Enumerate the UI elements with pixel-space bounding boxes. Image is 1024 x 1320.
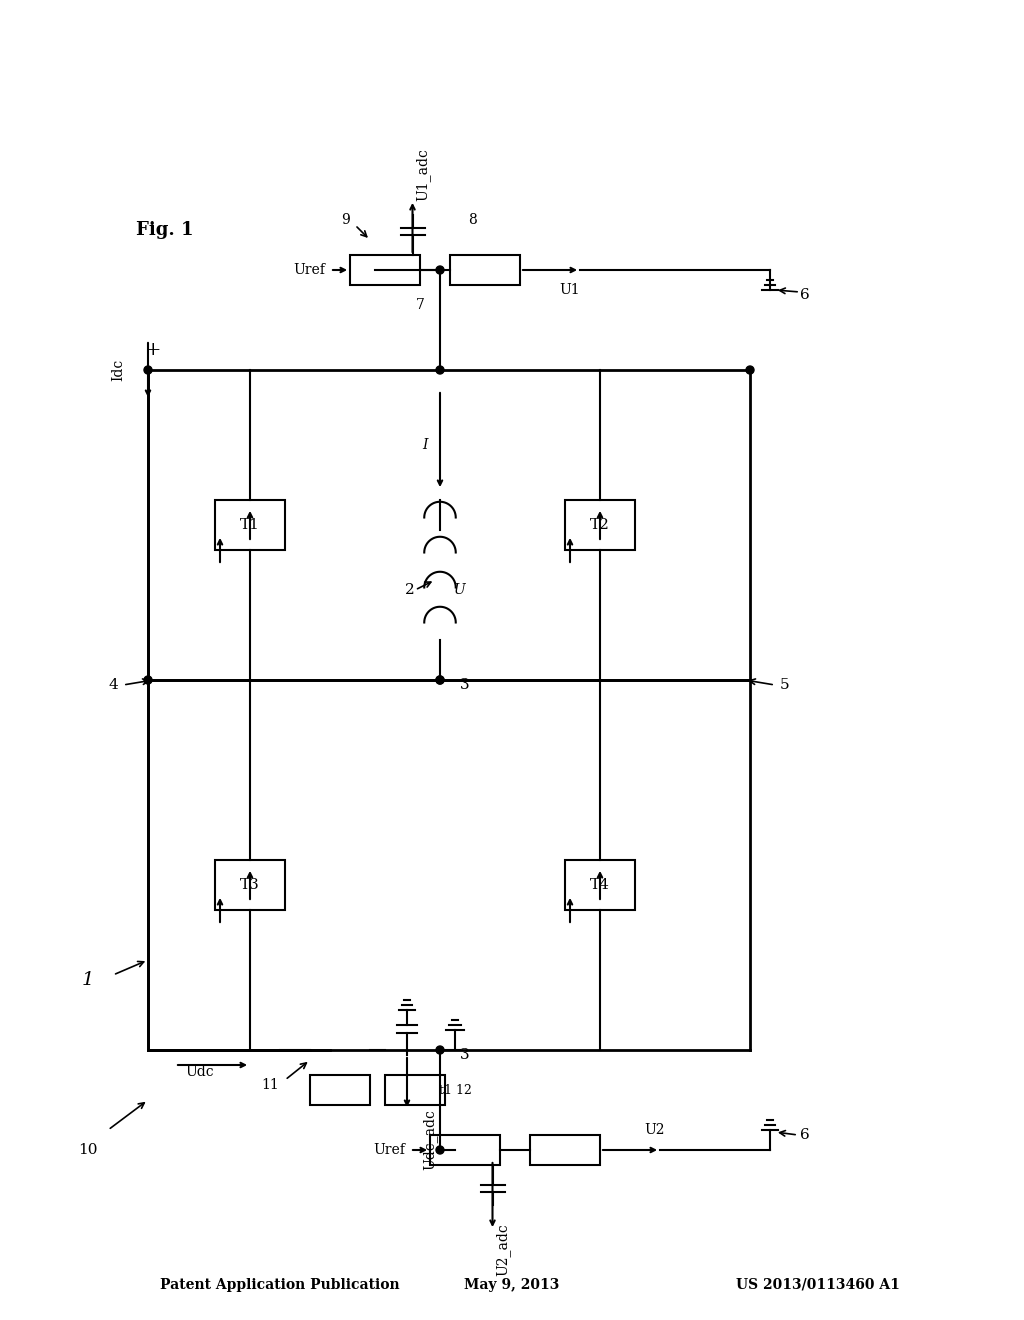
Text: 4: 4 [109, 678, 118, 692]
Text: May 9, 2013: May 9, 2013 [464, 1278, 560, 1292]
Bar [215, 500, 285, 550]
Text: 5: 5 [780, 678, 790, 692]
Bar [310, 1074, 370, 1105]
Text: Udc_adc: Udc_adc [423, 1110, 437, 1171]
Text: 10: 10 [78, 1143, 97, 1158]
Text: T4: T4 [590, 878, 610, 892]
Text: Uref: Uref [293, 263, 325, 277]
Text: T2: T2 [590, 517, 610, 532]
Circle shape [436, 676, 444, 684]
Text: 6: 6 [800, 1129, 810, 1142]
Bar [565, 500, 635, 550]
Text: U1: U1 [560, 282, 581, 297]
Text: Idc: Idc [111, 359, 125, 381]
Bar [215, 861, 285, 909]
Text: 9: 9 [341, 213, 349, 227]
Circle shape [436, 1146, 444, 1154]
Text: 11: 11 [261, 1078, 279, 1092]
Circle shape [436, 676, 444, 684]
Bar [350, 255, 420, 285]
Text: T3: T3 [240, 878, 260, 892]
Circle shape [746, 366, 754, 374]
Bar [450, 255, 520, 285]
Circle shape [144, 676, 152, 684]
Text: U2: U2 [645, 1123, 666, 1137]
Text: U1_adc: U1_adc [415, 149, 430, 202]
Text: U2_adc: U2_adc [495, 1224, 510, 1276]
Text: US 2013/0113460 A1: US 2013/0113460 A1 [736, 1278, 900, 1292]
Text: 3: 3 [460, 1048, 470, 1063]
Text: 8: 8 [468, 213, 477, 227]
Bar [565, 861, 635, 909]
Text: T1: T1 [240, 517, 260, 532]
Text: Patent Application Publication: Patent Application Publication [160, 1278, 399, 1292]
Text: t1 12: t1 12 [438, 1084, 471, 1097]
Circle shape [436, 1045, 444, 1053]
Text: 1: 1 [82, 972, 94, 989]
Text: 7: 7 [416, 298, 424, 312]
Bar [430, 1135, 500, 1166]
Text: Fig. 1: Fig. 1 [136, 220, 194, 239]
Text: 3: 3 [460, 678, 470, 692]
Text: Udc: Udc [185, 1065, 214, 1078]
Text: +: + [144, 341, 161, 359]
Circle shape [436, 366, 444, 374]
Bar [530, 1135, 600, 1166]
Circle shape [144, 366, 152, 374]
Text: 6: 6 [800, 288, 810, 302]
Circle shape [436, 267, 444, 275]
Text: I: I [422, 438, 428, 451]
Text: 2: 2 [406, 583, 415, 597]
Text: Uref: Uref [373, 1143, 406, 1158]
Text: U: U [454, 583, 466, 597]
Bar [385, 1074, 445, 1105]
